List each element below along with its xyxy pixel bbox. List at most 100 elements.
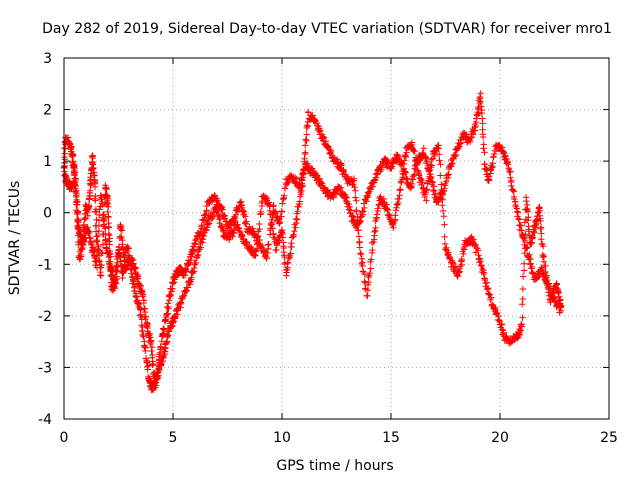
data-point: [364, 287, 372, 294]
data-point: [423, 186, 430, 193]
data-point: [181, 272, 189, 279]
data-point: [423, 197, 430, 204]
data-point: [403, 149, 410, 156]
data-point: [425, 167, 433, 174]
data-point: [388, 163, 396, 170]
data-point: [519, 285, 527, 293]
data-point: [443, 178, 450, 185]
data-point: [345, 200, 352, 208]
data-point: [429, 179, 436, 186]
data-point: [86, 228, 93, 236]
data-point: [69, 152, 77, 159]
data-point: [104, 249, 112, 257]
data-point: [173, 311, 181, 318]
data-point: [61, 156, 69, 163]
data-point: [94, 232, 102, 239]
data-point: [153, 375, 161, 382]
chart-title: Day 282 of 2019, Sidereal Day-to-day VTE…: [42, 21, 612, 37]
data-point: [299, 182, 306, 189]
data-point: [479, 265, 486, 273]
data-point: [373, 171, 381, 178]
data-point: [204, 224, 211, 231]
data-point: [106, 231, 113, 239]
data-point: [85, 230, 92, 237]
data-point: [142, 347, 149, 355]
data-point: [204, 219, 211, 227]
data-point: [246, 242, 253, 250]
data-point: [438, 186, 445, 194]
data-point: [280, 195, 287, 202]
data-point: [263, 253, 270, 261]
data-point: [449, 160, 456, 167]
data-point: [485, 290, 492, 297]
data-point: [106, 235, 113, 242]
data-point: [391, 217, 399, 225]
data-point: [529, 234, 536, 241]
data-point: [355, 233, 363, 240]
data-point: [368, 239, 376, 247]
data-point: [330, 194, 337, 201]
data-point: [498, 321, 505, 328]
data-point: [281, 185, 289, 192]
data-point: [537, 215, 544, 223]
data-point: [112, 266, 119, 273]
data-point: [524, 208, 532, 215]
data-point: [437, 172, 444, 179]
data-point: [386, 212, 393, 220]
data-point: [214, 206, 221, 213]
data-point: [504, 158, 511, 165]
data-point: [439, 196, 446, 203]
data-point: [128, 270, 135, 277]
data-point: [349, 181, 357, 188]
data-point: [536, 271, 543, 278]
data-point: [327, 148, 335, 156]
data-point: [440, 213, 448, 220]
data-point: [179, 293, 187, 301]
data-point: [125, 245, 132, 252]
data-point: [85, 204, 92, 211]
x-tick-label: 0: [60, 430, 69, 446]
data-point: [272, 208, 279, 216]
data-point: [154, 374, 162, 381]
data-point: [200, 217, 207, 224]
data-point: [190, 247, 198, 254]
data-point: [243, 238, 251, 246]
series-1: [60, 90, 565, 389]
data-point: [263, 195, 271, 202]
data-point: [288, 243, 295, 251]
data-point: [115, 246, 123, 253]
data-point: [238, 202, 246, 209]
data-point: [517, 222, 525, 229]
data-point: [71, 172, 78, 179]
data-point: [437, 161, 444, 168]
data-point: [292, 215, 300, 223]
data-point: [252, 251, 259, 259]
data-point: [278, 207, 286, 215]
data-point: [522, 230, 529, 238]
data-point: [374, 205, 381, 212]
data-point: [352, 187, 359, 194]
data-point: [518, 301, 526, 308]
data-point: [257, 208, 265, 216]
data-point: [456, 143, 463, 150]
y-tick-label: -1: [38, 257, 52, 273]
data-point: [259, 242, 266, 250]
data-point: [168, 285, 176, 293]
data-point: [288, 173, 295, 180]
data-point: [351, 183, 358, 191]
data-point: [89, 165, 97, 173]
data-point: [159, 357, 167, 365]
data-point: [174, 305, 181, 312]
data-point: [281, 252, 288, 259]
data-point: [291, 227, 298, 235]
data-point: [481, 149, 488, 156]
data-point: [301, 150, 309, 158]
data-point: [514, 209, 522, 216]
data-point: [415, 171, 423, 178]
data-point: [268, 219, 276, 226]
data-point: [442, 182, 449, 189]
data-point: [144, 366, 151, 373]
data-point: [441, 233, 448, 241]
data-point: [295, 203, 302, 210]
data-point: [105, 213, 112, 221]
